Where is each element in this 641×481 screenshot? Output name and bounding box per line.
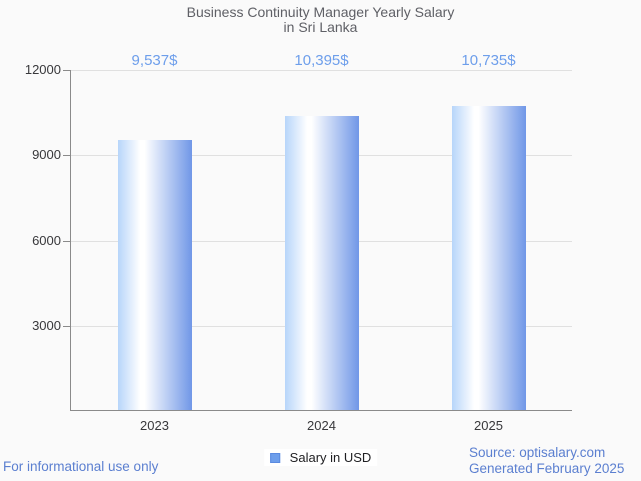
ytick-mark-9000	[63, 155, 70, 157]
category-label-2024: 2024	[307, 418, 336, 433]
bar-2023	[117, 139, 192, 411]
ytick-mark-6000	[63, 240, 70, 242]
ytick-label-3000: 3000	[32, 317, 61, 333]
plot-area: 3000 6000 9000 12000 9,537$ 2023 10,395$ 2024 10…	[25, 53, 572, 433]
ytick-label-12000: 12000	[24, 62, 61, 77]
source-text: Source: optisalary.com	[469, 445, 606, 460]
x-axis-line	[71, 409, 572, 411]
chart-title: Business Continuity Manager Yearly Salar…	[0, 5, 641, 35]
ytick-mark-3000	[63, 325, 70, 327]
legend-swatch-icon	[269, 452, 280, 463]
category-label-2025: 2025	[474, 418, 503, 433]
legend: Salary in USD	[263, 449, 378, 466]
ytick-mark-12000	[63, 70, 70, 71]
source-block: Source: optisalary.com Generated Februar…	[469, 445, 624, 477]
generated-text: Generated February 2025	[469, 461, 625, 476]
chart-title-line1: Business Continuity Manager Yearly Salar…	[186, 4, 455, 20]
legend-label: Salary in USD	[289, 450, 372, 465]
gridline-12000	[71, 70, 572, 71]
bar-2025	[451, 105, 526, 411]
value-label-2025: 10,735$	[461, 52, 516, 69]
category-label-2023: 2023	[140, 418, 169, 433]
ytick-label-6000: 6000	[32, 232, 61, 248]
disclaimer-text: For informational use only	[3, 459, 159, 474]
chart-title-line2: in Sri Lanka	[283, 19, 358, 35]
value-label-2024: 10,395$	[294, 52, 349, 69]
bar-2024	[284, 115, 359, 411]
ytick-label-9000: 9000	[32, 147, 61, 163]
value-label-2023: 9,537$	[131, 52, 178, 69]
